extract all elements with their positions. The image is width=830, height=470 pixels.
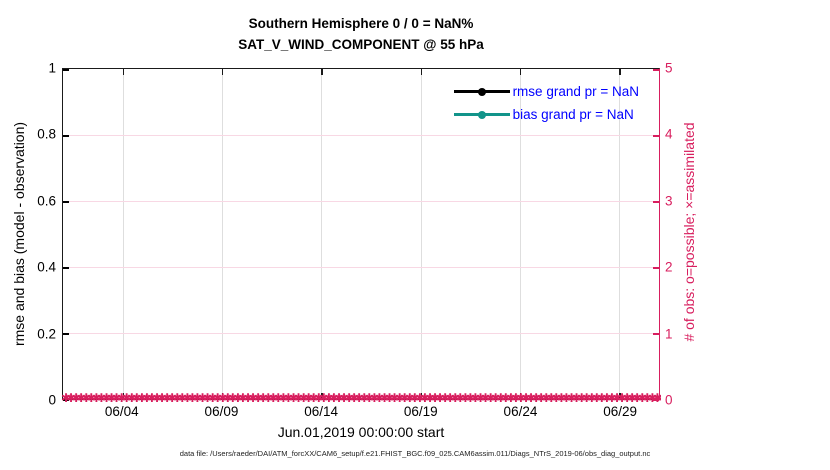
legend-label-bias: bias grand pr = NaN: [512, 107, 634, 122]
left-y-tick: [63, 69, 69, 71]
x-tick-bottom: [420, 393, 423, 399]
title-line-1: Southern Hemisphere 0 / 0 = NaN%: [248, 16, 474, 31]
title-line-2: SAT_V_WIND_COMPONENT @ 55 hPa: [238, 37, 484, 52]
left-y-tick: [63, 201, 69, 203]
x-gridline: [519, 69, 521, 399]
x-gridline: [321, 69, 323, 399]
x-gridline: [619, 69, 621, 399]
x-gridline: [221, 69, 223, 399]
legend: rmse grand pr = NaN bias grand pr = NaN: [453, 80, 639, 126]
left-y-tick-label: 0.8: [37, 126, 56, 142]
x-tick-top: [321, 69, 323, 75]
x-tick-label: 06/19: [403, 404, 438, 419]
right-y-tick: [653, 201, 659, 203]
rmse-line-swatch: [453, 87, 510, 96]
left-y-tick-label: 0.4: [37, 259, 56, 275]
right-axis-title: # of obs: o=possible; ×=assimilated: [681, 122, 697, 342]
right-y-tick: [653, 333, 659, 335]
bias-marker-dot: [477, 110, 486, 119]
left-axis-tick-labels: 0 0.2 0.4 0.6 0.8 1: [0, 61, 56, 408]
legend-item-rmse: rmse grand pr = NaN: [453, 80, 639, 103]
right-y-tick-label: 5: [665, 60, 673, 76]
y-gridline: [63, 333, 659, 334]
x-tick-top: [221, 69, 224, 75]
left-y-tick-label: 1: [48, 60, 56, 76]
obs-count-zero-marker-band: ✱✱✱✱✱✱✱✱✱✱✱✱✱✱✱✱✱✱✱✱✱✱✱✱✱✱✱✱✱✱✱✱✱✱✱✱✱✱✱✱…: [61, 393, 661, 405]
left-axis-title: rmse and bias (model - observation): [11, 121, 27, 347]
y-gridline: [63, 201, 659, 202]
right-y-tick: [653, 135, 659, 137]
x-tick-top: [420, 69, 423, 75]
right-axis-tick-labels: 0 1 2 3 4 5: [665, 61, 705, 408]
x-tick-top: [519, 69, 522, 75]
right-y-tick-label: 2: [665, 259, 673, 275]
x-axis-tick-labels: 06/04 06/09 06/14 06/19 06/24 06/29: [62, 404, 660, 422]
x-tick-bottom: [619, 393, 621, 399]
y-gridline: [63, 135, 659, 136]
right-y-tick: [653, 69, 659, 71]
left-y-tick: [63, 399, 69, 401]
x-tick-label: 06/29: [603, 404, 638, 419]
left-y-tick: [63, 135, 69, 137]
x-tick-label: 06/04: [104, 404, 139, 419]
rmse-marker-dot: [477, 87, 486, 96]
x-tick-bottom: [221, 393, 224, 399]
left-y-tick: [63, 267, 69, 269]
left-y-tick-label: 0: [48, 392, 56, 408]
data-file-path: data file: /Users/raeder/DAI/ATM_forcXX/…: [179, 449, 651, 458]
x-tick-label: 06/14: [304, 404, 339, 419]
x-tick-top: [122, 69, 125, 75]
right-y-tick: [653, 267, 659, 269]
x-tick-bottom: [519, 393, 522, 399]
right-y-tick-label: 4: [665, 126, 673, 142]
x-tick-label: 06/09: [204, 404, 239, 419]
right-y-tick-label: 0: [665, 392, 673, 408]
right-y-tick: [653, 399, 659, 401]
x-gridline: [122, 69, 124, 399]
plot-area: ✱✱✱✱✱✱✱✱✱✱✱✱✱✱✱✱✱✱✱✱✱✱✱✱✱✱✱✱✱✱✱✱✱✱✱✱✱✱✱✱…: [61, 68, 661, 404]
right-y-tick-label: 1: [665, 326, 673, 342]
left-y-tick-label: 0.2: [37, 326, 56, 342]
legend-label-rmse: rmse grand pr = NaN: [512, 84, 639, 99]
right-y-tick-label: 3: [665, 193, 673, 209]
legend-item-bias: bias grand pr = NaN: [453, 103, 639, 126]
left-y-tick-label: 0.6: [37, 193, 56, 209]
x-gridline: [420, 69, 422, 399]
x-axis-title: Jun.01,2019 00:00:00 start: [277, 424, 445, 440]
y-gridline: [63, 267, 659, 268]
x-tick-bottom: [122, 393, 125, 399]
left-y-tick: [63, 333, 69, 335]
x-tick-bottom: [321, 393, 323, 399]
chart-title: Southern Hemisphere 0 / 0 = NaN% SAT_V_W…: [62, 13, 660, 55]
x-tick-label: 06/24: [503, 404, 538, 419]
x-tick-top: [619, 69, 621, 75]
bias-line-swatch: [453, 110, 510, 119]
